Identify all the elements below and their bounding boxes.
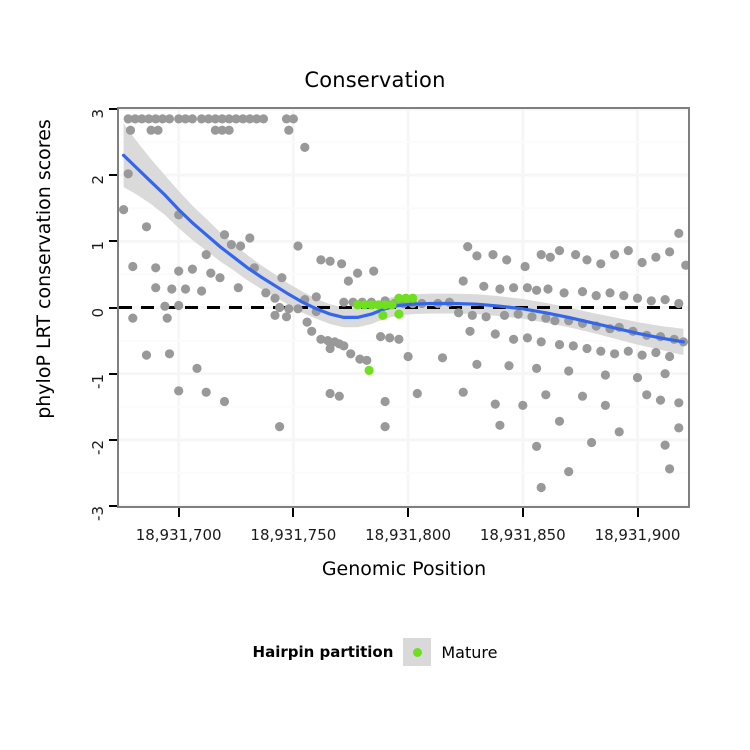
loess-trend-line — [122, 153, 685, 344]
y-tick-label: -2 — [89, 439, 107, 455]
x-tick-mark — [636, 508, 639, 517]
y-tick-label: -1 — [89, 373, 107, 389]
y-tick-mark — [109, 505, 117, 507]
scatter-canvas — [119, 109, 688, 506]
x-tick-label: 18,931,750 — [250, 526, 337, 544]
x-tick-mark — [292, 508, 295, 517]
y-tick-label: 3 — [89, 109, 107, 119]
y-tick-mark — [109, 372, 117, 375]
legend-key-mature[interactable] — [403, 638, 432, 666]
y-tick-label: 2 — [89, 175, 107, 185]
legend-label-mature: Mature — [441, 642, 498, 662]
scatter-points-other — [119, 114, 688, 493]
legend-title: Hairpin partition — [252, 643, 394, 661]
page-title: Conservation — [304, 68, 446, 92]
x-tick-label: 18,931,800 — [365, 526, 452, 544]
scatter-points-mature — [353, 293, 418, 375]
y-tick-mark — [109, 174, 117, 177]
confidence-band — [123, 123, 684, 356]
x-tick-label: 18,931,850 — [479, 526, 566, 544]
y-tick-label: 0 — [89, 307, 107, 318]
legend: Hairpin partition Mature — [0, 638, 750, 666]
plot-panel[interactable] — [117, 107, 690, 508]
x-tick-label: 18,931,900 — [594, 526, 681, 544]
y-tick-label: 1 — [89, 241, 107, 251]
x-axis-label: Genomic Position — [321, 558, 487, 580]
y-tick-mark — [109, 438, 117, 441]
y-axis-label: phyloP LRT conservation scores — [33, 119, 55, 419]
x-tick-mark — [177, 508, 180, 517]
x-tick-mark — [521, 508, 524, 517]
x-tick-label: 18,931,700 — [135, 526, 222, 544]
y-tick-label: -3 — [89, 506, 107, 521]
y-tick-mark — [109, 306, 117, 309]
y-tick-mark — [109, 240, 117, 243]
legend-dot-icon — [413, 648, 423, 657]
x-tick-mark — [407, 508, 410, 517]
y-tick-mark — [109, 108, 117, 110]
